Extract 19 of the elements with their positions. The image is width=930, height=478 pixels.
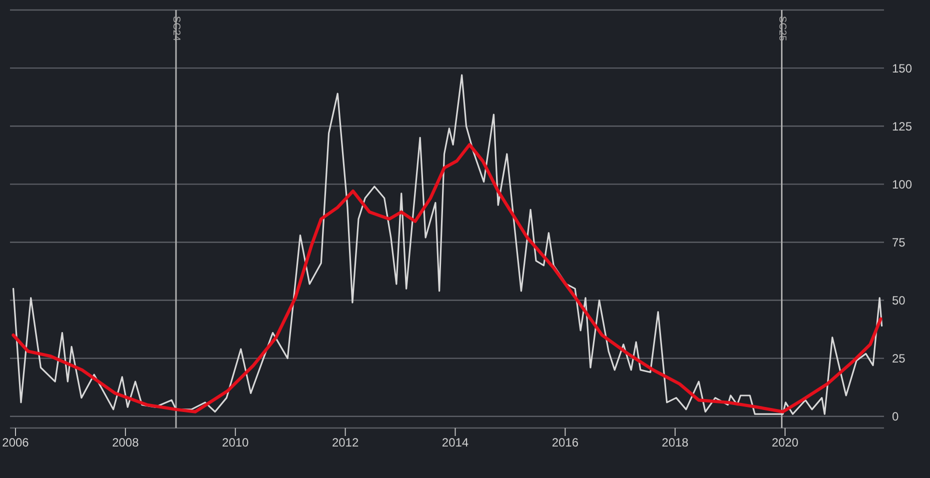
y-tick-label: 150 [892, 61, 912, 76]
x-tick-label: 2014 [442, 436, 469, 450]
x-tick-label: 2016 [552, 436, 579, 450]
y-tick-label: 25 [892, 352, 906, 366]
x-tick-label: 2010 [222, 436, 250, 450]
x-tick-label: 2018 [662, 436, 689, 450]
y-tick-label: 100 [892, 177, 912, 192]
y-tick-label: 50 [892, 294, 906, 308]
x-tick-label: 2012 [332, 436, 359, 450]
ref-line-label: SC25 [776, 16, 788, 42]
y-tick-label: 0 [892, 410, 899, 424]
x-tick-label: 2008 [112, 436, 140, 450]
ref-line-label: SC24 [170, 16, 182, 42]
x-tick-label: 2020 [772, 436, 799, 450]
y-tick-label: 125 [892, 119, 912, 134]
x-tick-label: 2006 [2, 436, 30, 450]
line-series [12, 74, 883, 415]
y-tick-label: 75 [892, 235, 906, 250]
line-series [12, 143, 882, 414]
